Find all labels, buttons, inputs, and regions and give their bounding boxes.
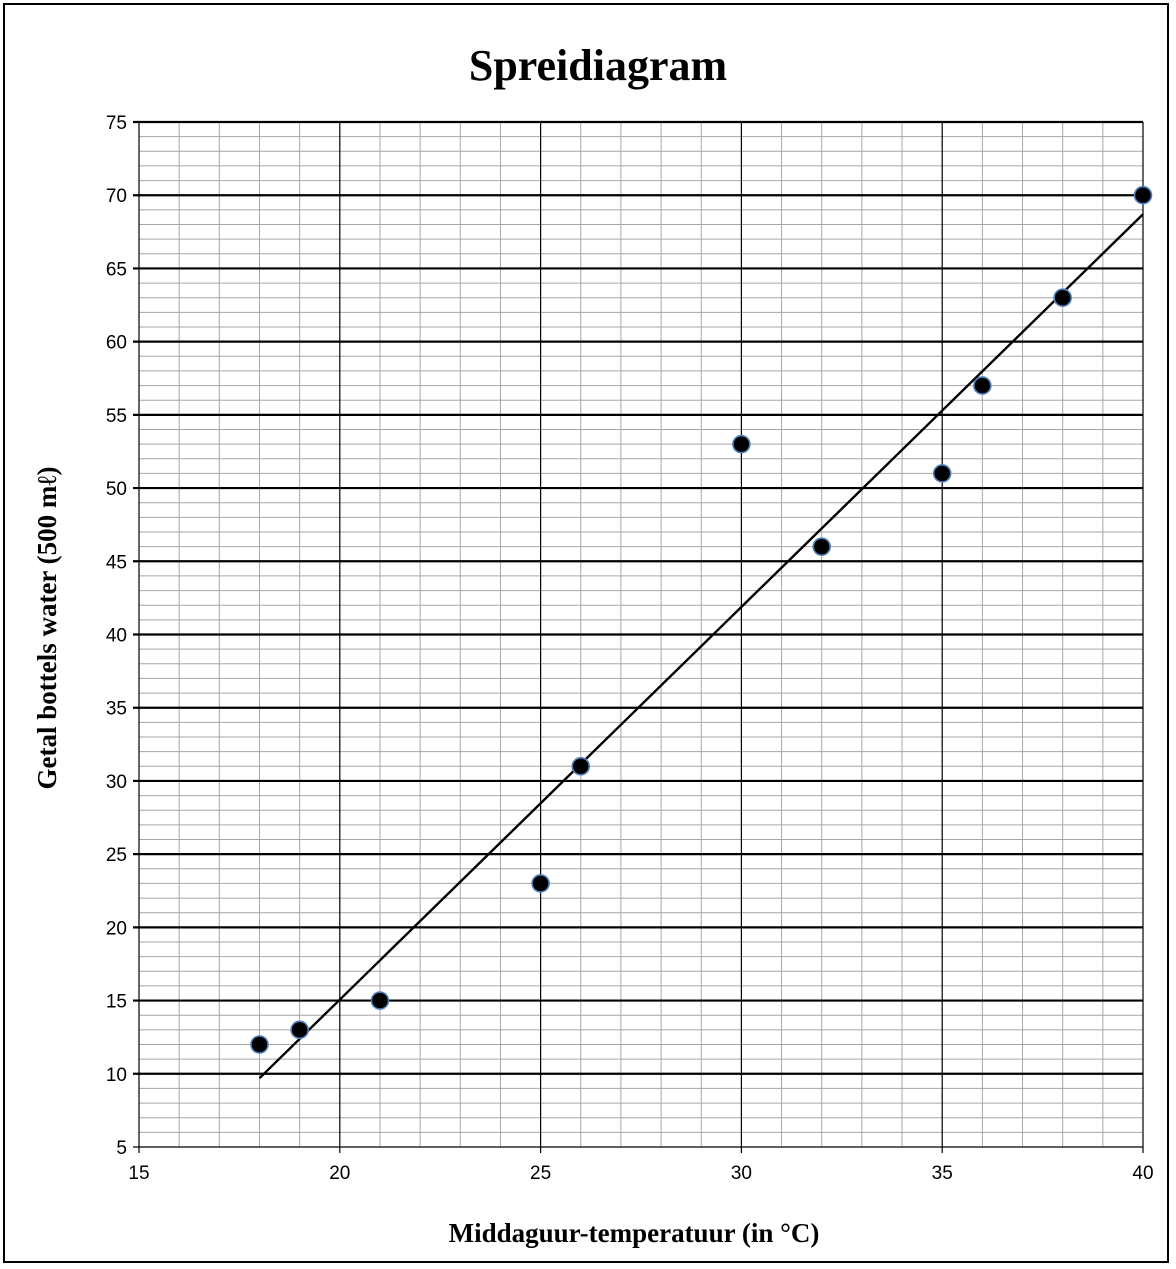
y-tick-label: 75 bbox=[106, 113, 127, 134]
data-point bbox=[1053, 288, 1072, 308]
data-point bbox=[973, 376, 992, 395]
data-point bbox=[812, 537, 832, 556]
y-axis-label: Getal bottels water (500 mℓ) bbox=[32, 466, 62, 789]
data-points bbox=[250, 185, 1153, 1054]
x-tick-label: 30 bbox=[731, 1163, 752, 1184]
y-tick-label: 60 bbox=[106, 333, 127, 354]
data-point bbox=[531, 874, 550, 893]
y-tick-label: 35 bbox=[106, 699, 127, 720]
x-axis-label: Middaguur-temperatuur (in °C) bbox=[449, 1218, 820, 1248]
x-tick-label: 25 bbox=[530, 1163, 551, 1184]
x-tick-label: 15 bbox=[128, 1163, 149, 1184]
data-point bbox=[290, 1020, 309, 1040]
trendline bbox=[258, 213, 1144, 1080]
chart-frame bbox=[3, 3, 1169, 1263]
data-point bbox=[732, 434, 751, 454]
chart-title: Spreidiagram bbox=[469, 41, 727, 90]
y-tick-label: 15 bbox=[106, 992, 127, 1013]
x-tick-label: 40 bbox=[1132, 1163, 1153, 1184]
y-tick-label: 55 bbox=[106, 406, 127, 427]
data-point bbox=[571, 756, 591, 776]
y-tick-label: 10 bbox=[106, 1065, 127, 1086]
y-tick-label: 40 bbox=[106, 626, 127, 647]
grid bbox=[133, 120, 1144, 1153]
y-tick-label: 65 bbox=[106, 259, 127, 280]
x-tick-label: 35 bbox=[932, 1163, 953, 1184]
y-tick-label: 5 bbox=[116, 1138, 127, 1159]
tick-labels: 15 20 25 30 35 40 5 10 15 20 25 30 35 40 45 50 55 60 65 70 7… bbox=[106, 113, 1154, 1184]
x-tick-label: 20 bbox=[329, 1163, 350, 1184]
y-tick-label: 45 bbox=[106, 552, 127, 573]
y-tick-label: 30 bbox=[106, 772, 127, 793]
y-tick-label: 20 bbox=[106, 918, 127, 939]
y-tick-label: 50 bbox=[106, 479, 127, 500]
y-tick-label: 70 bbox=[106, 186, 127, 207]
data-point bbox=[1133, 185, 1153, 205]
data-point bbox=[370, 991, 390, 1010]
y-tick-label: 25 bbox=[106, 845, 127, 866]
data-point bbox=[250, 1035, 269, 1054]
data-point bbox=[932, 464, 952, 483]
